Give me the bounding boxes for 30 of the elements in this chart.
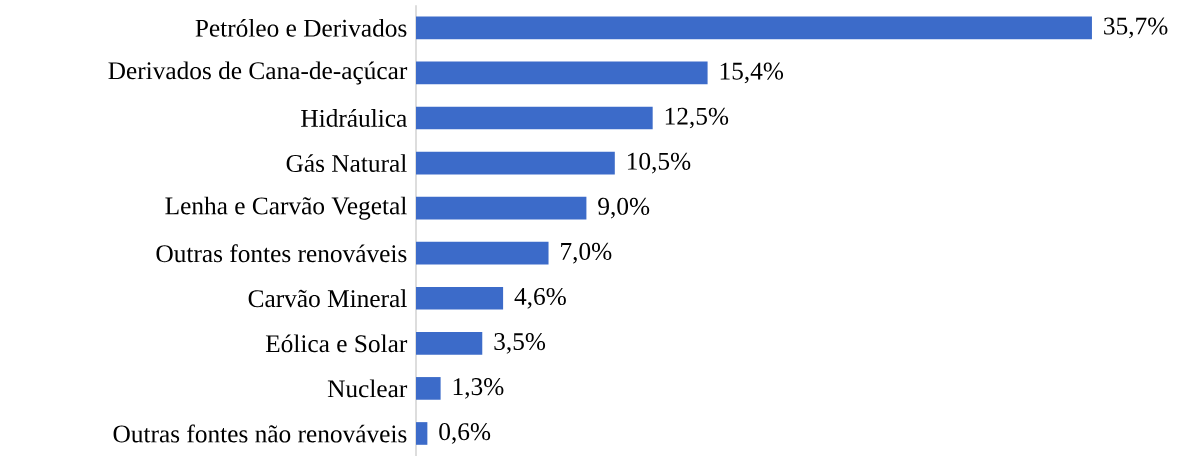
y-tick-label: Outras fontes renováveis <box>156 244 407 263</box>
y-tick-label: Derivados de Cana-de-açúcar <box>108 61 408 85</box>
bar <box>416 332 483 355</box>
data-label: 3,5% <box>494 332 546 354</box>
bar <box>416 61 708 85</box>
y-tick-label: Gás Natural <box>286 154 407 172</box>
bar <box>416 196 587 220</box>
y-tick-label: Hidráulica <box>301 109 407 127</box>
bar <box>416 106 653 130</box>
bar <box>416 241 549 265</box>
bar <box>416 151 615 175</box>
data-label: 0,6% <box>439 423 491 444</box>
y-tick-label: Nuclear <box>327 379 408 398</box>
data-label: 1,3% <box>453 378 504 399</box>
data-label: 12,5% <box>665 107 729 129</box>
y-tick-label: Petróleo e Derivados <box>195 18 407 37</box>
bar <box>416 422 428 445</box>
y-tick-label: Outras fontes não renováveis <box>113 424 407 443</box>
y-tick-label: Carvão Mineral <box>248 289 407 308</box>
data-label: 15,4% <box>720 62 784 84</box>
bar <box>416 286 504 310</box>
data-label: 35,7% <box>1104 17 1168 39</box>
data-label: 9,0% <box>598 197 650 219</box>
bar <box>416 377 441 400</box>
data-label: 10,5% <box>627 152 691 174</box>
y-tick-label: Lenha e Carvão Vegetal <box>165 196 407 220</box>
data-label: 7,0% <box>561 242 612 264</box>
y-tick-label: Eólica e Solar <box>265 334 408 353</box>
bar <box>416 16 1092 40</box>
data-label: 4,6% <box>514 287 566 309</box>
